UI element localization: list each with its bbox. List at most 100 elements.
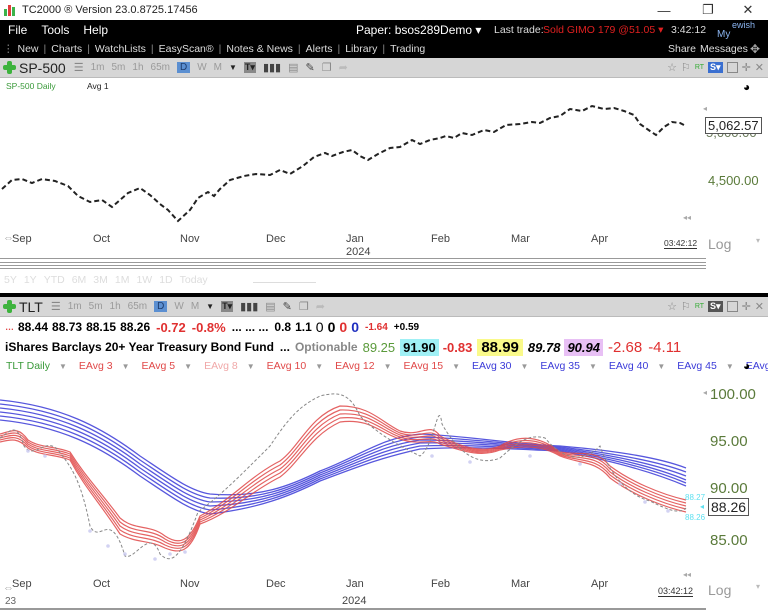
range-6m[interactable]: 6M (71, 274, 87, 286)
tf-weekly[interactable]: W (197, 62, 207, 73)
share-button[interactable]: Share (668, 43, 697, 55)
toolbar-notes-news[interactable]: Notes & News (226, 43, 293, 55)
add-indicator-icon[interactable]: ▤ (288, 62, 299, 74)
tf-monthly[interactable]: M (190, 301, 200, 312)
toolbar-charts[interactable]: Charts (51, 43, 83, 55)
scale-dropdown-icon[interactable]: ▾ (756, 236, 761, 245)
close-panel-icon[interactable]: ✕ (754, 62, 764, 74)
minimize-button[interactable]: — (657, 2, 671, 18)
bar-chart-icon[interactable]: ▮▮▮ (262, 62, 282, 74)
range-ytd[interactable]: YTD (43, 274, 65, 286)
legend-eavg-45[interactable]: EAvg 45 ▼ (677, 360, 734, 372)
chart1-legend-avg[interactable]: Avg 1 (87, 81, 109, 91)
share-arrow-icon[interactable]: ➦ (315, 301, 325, 313)
menu-lines-icon[interactable]: ☰ (73, 62, 84, 74)
restore-button[interactable]: ❐ (702, 2, 714, 17)
menu-file[interactable]: File (8, 23, 28, 37)
range-3m[interactable]: 3M (93, 274, 108, 286)
tf-65m[interactable]: 65m (150, 62, 170, 73)
star-icon[interactable]: ☆ (667, 62, 677, 74)
range-1y[interactable]: 1Y (23, 274, 37, 286)
tf-1h[interactable]: 1h (132, 62, 144, 73)
collapse-icon[interactable]: ◂◂ (683, 213, 692, 222)
toolbar-watchlists[interactable]: WatchLists (94, 43, 146, 55)
tf-1m[interactable]: 1m (67, 301, 82, 312)
s-button-icon[interactable]: S▾ (708, 62, 723, 73)
chart1-log-toggle[interactable]: Log (708, 236, 732, 252)
pencil-icon[interactable]: ✎ (305, 62, 315, 74)
text-tool-icon[interactable]: T▾ (243, 62, 256, 73)
chart2-log-toggle[interactable]: Log (708, 582, 732, 598)
tf-daily[interactable]: D (154, 301, 168, 312)
save-icon[interactable] (726, 62, 738, 73)
collapse-icon[interactable]: ◂◂ (683, 570, 692, 579)
tf-weekly[interactable]: W (174, 301, 184, 312)
rt-icon[interactable]: RT (694, 303, 705, 310)
range-5y[interactable]: 5Y (4, 274, 17, 286)
close-button[interactable]: ✕ (742, 2, 754, 17)
color-wheel-icon[interactable]: ◕ (743, 359, 751, 373)
share-arrow-icon[interactable]: ➦ (338, 62, 348, 74)
rt-icon[interactable]: RT (694, 64, 705, 71)
legend-eavg-15[interactable]: EAvg 15 ▼ (403, 360, 460, 372)
chart2-symbol[interactable]: TLT (19, 298, 43, 315)
legend-eavg-5[interactable]: EAvg 5 ▼ (141, 360, 193, 372)
tf-1h[interactable]: 1h (109, 301, 121, 312)
messages-button[interactable]: Messages (700, 43, 748, 55)
tf-5m[interactable]: 5m (111, 62, 126, 73)
range-1d[interactable]: 1D (159, 274, 173, 286)
expand-arrows-icon[interactable]: ⇔ (3, 582, 14, 594)
toolbar-trading[interactable]: Trading (390, 43, 426, 55)
toolbar-new[interactable]: New (17, 43, 39, 55)
range-1w[interactable]: 1W (136, 274, 153, 286)
toolbar-library[interactable]: Library (345, 43, 378, 55)
legend-eavg-40[interactable]: EAvg 40 ▼ (608, 360, 666, 372)
toolbar-alerts[interactable]: Alerts (305, 43, 333, 55)
close-panel-icon[interactable]: ✕ (754, 301, 764, 313)
expand-arrows-icon[interactable]: ⇔ (3, 232, 14, 244)
paper-account-dropdown[interactable]: Paper: bsos289Demo ▾ (356, 23, 482, 37)
scale-dropdown-icon[interactable]: ▾ (756, 582, 761, 591)
tf-monthly[interactable]: M (213, 62, 222, 73)
copy-icon[interactable]: ❐ (321, 62, 332, 74)
tf-65m[interactable]: 65m (127, 301, 148, 312)
tf-daily[interactable]: D (176, 62, 191, 73)
last-trade-dropdown[interactable]: Sold GIMO 179 @51.05 ▾ (543, 24, 664, 36)
chart2-panel[interactable]: ◂ 100.00 95.00 90.00 88.27 88.26 ◂ 88.26… (0, 376, 768, 613)
legend-eavg-8[interactable]: EAvg 8 ▼ (204, 360, 255, 372)
menu-help[interactable]: Help (83, 23, 109, 37)
timeframe-dropdown-icon[interactable]: ▼ (229, 63, 237, 72)
save-icon[interactable] (726, 301, 738, 312)
flag-icon[interactable]: ⚐ (680, 62, 691, 74)
timeframe-dropdown-icon[interactable]: ▼ (206, 302, 215, 311)
chart1-legend-name[interactable]: SP-500 Daily (6, 81, 56, 91)
bar-chart-icon[interactable]: ▮▮▮ (240, 301, 259, 313)
legend-tlt-daily[interactable]: TLT Daily ▼ (6, 360, 67, 372)
text-tool-icon[interactable]: T▾ (221, 301, 234, 312)
pencil-icon[interactable]: ✎ (282, 301, 292, 313)
range-1m[interactable]: 1M (114, 274, 130, 286)
legend-eavg-3[interactable]: EAvg 3 ▼ (78, 360, 130, 372)
legend-eavg-35[interactable]: EAvg 35 ▼ (540, 360, 597, 372)
range-today[interactable]: Today (179, 274, 208, 286)
tf-1m[interactable]: 1m (90, 62, 105, 73)
panel-divider[interactable] (0, 293, 768, 297)
move-panel-icon[interactable]: ✛ (741, 301, 751, 313)
legend-eavg-10[interactable]: EAvg 10 ▼ (266, 360, 324, 372)
color-wheel-icon[interactable]: ◕ (743, 80, 751, 94)
tf-5m[interactable]: 5m (88, 301, 103, 312)
legend-eavg-50[interactable]: EAvg 50▼ (745, 360, 768, 372)
flag-icon[interactable]: ⚐ (680, 301, 691, 313)
chart1-panel[interactable]: SP-500 Daily Avg 1 ◕ ◂ 5,000.00 5,062.57… (0, 78, 768, 294)
legend-eavg-30[interactable]: EAvg 30 ▼ (471, 360, 529, 372)
menu-tools[interactable]: Tools (41, 23, 70, 37)
add-symbol-icon[interactable] (3, 61, 16, 74)
menu-lines-icon[interactable]: ☰ (50, 301, 61, 313)
copy-icon[interactable]: ❐ (298, 301, 309, 313)
add-indicator-icon[interactable]: ▤ (265, 301, 276, 313)
legend-eavg-12[interactable]: EAvg 12 ▼ (335, 360, 392, 372)
chart1-symbol[interactable]: SP-500 (19, 59, 66, 76)
s-button-icon[interactable]: S▾ (708, 301, 723, 312)
add-symbol-icon[interactable] (3, 300, 16, 313)
toolbar-easyscan[interactable]: EasyScan® (158, 43, 214, 55)
